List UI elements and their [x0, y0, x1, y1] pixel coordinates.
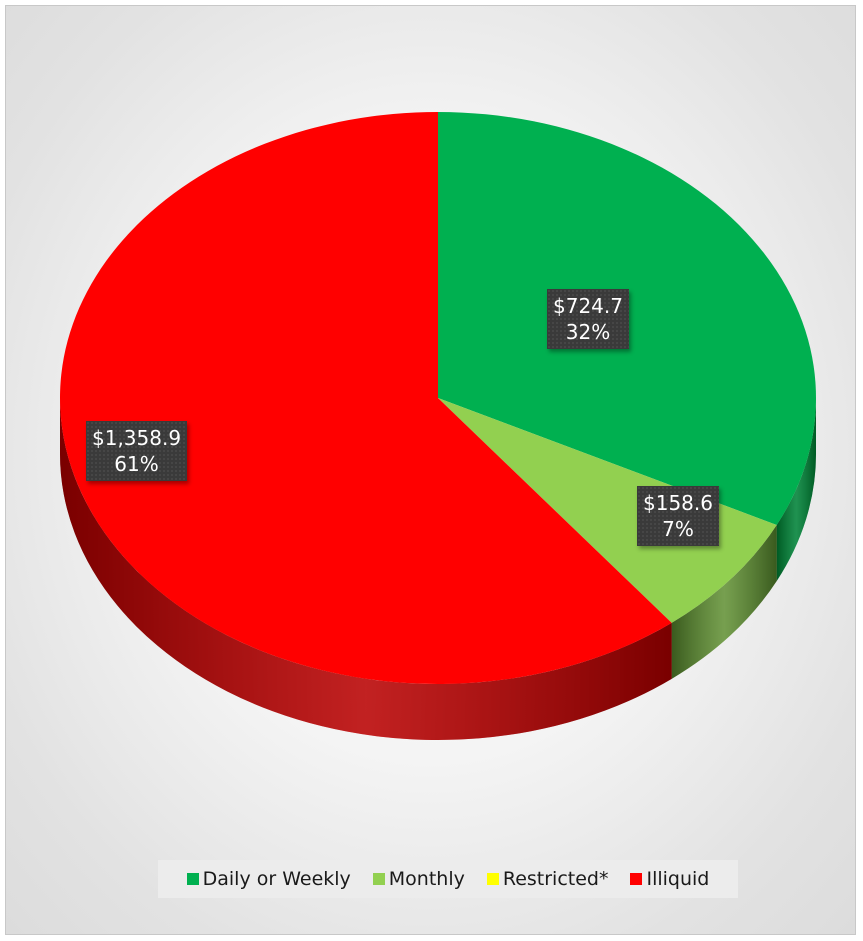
chart-legend: Daily or Weekly Monthly Restricted* Illi…: [158, 860, 738, 898]
legend-label: Monthly: [388, 868, 465, 890]
data-label-percent: 32%: [565, 320, 611, 344]
pie-slice-monthly[interactable]: [438, 398, 777, 623]
data-label-value: $158.6: [643, 491, 713, 515]
pie-side-shade: [776, 398, 816, 581]
legend-label: Restricted*: [502, 868, 609, 890]
legend-swatch: [630, 873, 643, 885]
pie-sides: [60, 398, 816, 740]
data-label-monthly: $158.6 7%: [637, 486, 719, 546]
data-label-value: $1,358.9: [92, 426, 182, 450]
legend-label: Illiquid: [646, 868, 710, 890]
legend-item-illiquid[interactable]: Illiquid: [630, 868, 709, 890]
data-label-daily-or-weekly: $724.7 32%: [547, 289, 629, 349]
pie-side-shade: [671, 524, 777, 679]
data-label-illiquid: $1,358.9 61%: [86, 421, 188, 481]
legend-label: Daily or Weekly: [202, 868, 351, 890]
data-label-percent: 7%: [662, 517, 694, 541]
pie-side-shade: [60, 398, 672, 740]
data-label-percent: 61%: [114, 452, 159, 476]
legend-swatch: [372, 873, 385, 885]
legend-swatch: [486, 873, 499, 885]
pie-slice-illiquid[interactable]: [60, 112, 672, 685]
pie-side-illiquid: [60, 398, 672, 740]
data-label-value: $724.7: [553, 294, 623, 318]
pie-slices: [60, 112, 817, 685]
legend-swatch: [186, 873, 199, 885]
pie-side-monthly: [671, 524, 777, 679]
pie-side-daily-or-weekly: [776, 398, 816, 581]
legend-item-daily-or-weekly[interactable]: Daily or Weekly: [186, 868, 351, 890]
legend-item-restricted[interactable]: Restricted*: [486, 868, 609, 890]
legend-item-monthly[interactable]: Monthly: [372, 868, 465, 890]
